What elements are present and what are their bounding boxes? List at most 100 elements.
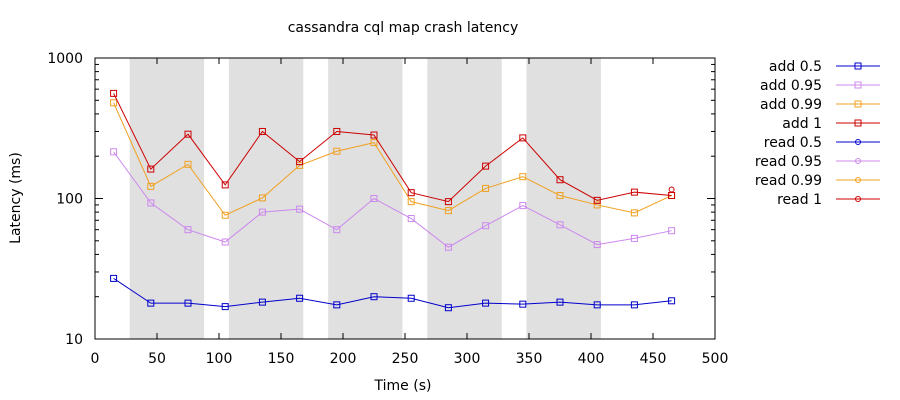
data-point [370,195,378,202]
data-point [444,304,452,312]
data-point [184,160,192,168]
data-point [519,173,527,181]
x-tick-label: 450 [640,351,667,367]
data-point [630,209,638,217]
shaded-interval-4 [526,58,601,339]
x-tick-label: 500 [702,351,729,367]
x-tick-label: 400 [578,351,605,367]
legend-marker [854,81,862,89]
series-line [113,151,672,248]
data-point [556,176,564,184]
legend-marker [854,62,862,70]
legend-marker [855,196,861,202]
legend-marker [854,100,862,108]
y-tick-label: 10 [65,332,83,348]
legend-item: add 0.5 [769,59,880,75]
data-point [444,207,452,215]
legend-label: add 0.5 [769,59,822,75]
legend-item: add 0.99 [760,97,880,113]
data-point [110,99,118,107]
data-point [519,134,527,142]
data-point [296,161,304,169]
legend-label: read 0.95 [755,154,822,170]
data-point [258,194,266,202]
data-point [296,205,304,213]
data-point [296,294,304,302]
data-point [407,294,415,302]
data-point [370,131,378,139]
x-axis-label: Time (s) [374,378,432,394]
legend-label: read 0.99 [755,173,822,189]
data-point [444,198,452,206]
legend-item: read 0.95 [755,154,880,170]
x-tick-label: 0 [91,351,100,367]
chart-title: cassandra cql map crash latency [288,20,519,36]
y-axis-label: Latency (ms) [8,152,24,244]
data-point [333,147,341,155]
data-point [333,301,341,309]
legend-item: add 1 [782,116,880,132]
series-line [113,93,672,203]
data-point [296,158,304,166]
data-point [482,299,490,307]
data-point [258,208,266,216]
data-point [556,221,564,229]
data-point [110,274,118,282]
data-point [147,299,155,307]
data-point [630,188,638,196]
data-point [333,226,341,234]
data-point [668,227,676,235]
series-add-0-95 [110,148,676,251]
data-point [444,243,452,251]
axis-ticks: 0 50 100 150 200 250 300 350 400 450 500 10 100 1000 [47,51,728,367]
legend-marker [854,119,862,127]
legend-item: read 0.99 [755,173,880,189]
data-point [147,199,155,207]
data-point [184,130,192,138]
x-tick-label: 300 [454,351,481,367]
y-tick-label: 1000 [47,51,83,67]
data-point [668,297,676,305]
series-read-1 [668,186,675,193]
data-point [519,202,527,210]
data-point [258,298,266,306]
data-point [556,192,564,200]
series-line [113,102,672,216]
series-add-1 [110,89,676,206]
shaded-interval-0 [129,58,205,339]
data-point [593,196,601,204]
data-point [221,211,229,219]
data-point [110,89,118,97]
data-point [593,241,601,249]
shaded-intervals [129,58,601,339]
x-tick-label: 200 [330,351,357,367]
data-point [333,127,341,135]
x-tick-label: 250 [392,351,419,367]
data-point [184,226,192,234]
series-add-0-99 [110,99,676,219]
data-point [258,127,266,135]
series-layer [110,89,676,312]
x-tick-label: 50 [148,351,166,367]
legend-label: read 1 [777,192,822,208]
legend-item: add 0.95 [760,78,880,94]
legend-item: read 1 [777,192,880,208]
data-point [519,300,527,308]
legend-marker [855,177,861,183]
data-point [147,182,155,190]
legend: add 0.5 add 0.95 add 0.99 add 1 read 0.5 read… [755,59,880,208]
series-line [113,277,672,309]
data-point [221,303,229,311]
data-point [370,293,378,301]
data-point [184,299,192,307]
data-point [556,298,564,306]
data-point [593,301,601,309]
shaded-interval-3 [427,58,502,339]
data-point [407,215,415,223]
legend-label: add 0.95 [760,78,822,94]
data-point [630,234,638,242]
data-point [221,181,229,189]
data-point [370,139,378,147]
data-point [593,201,601,209]
